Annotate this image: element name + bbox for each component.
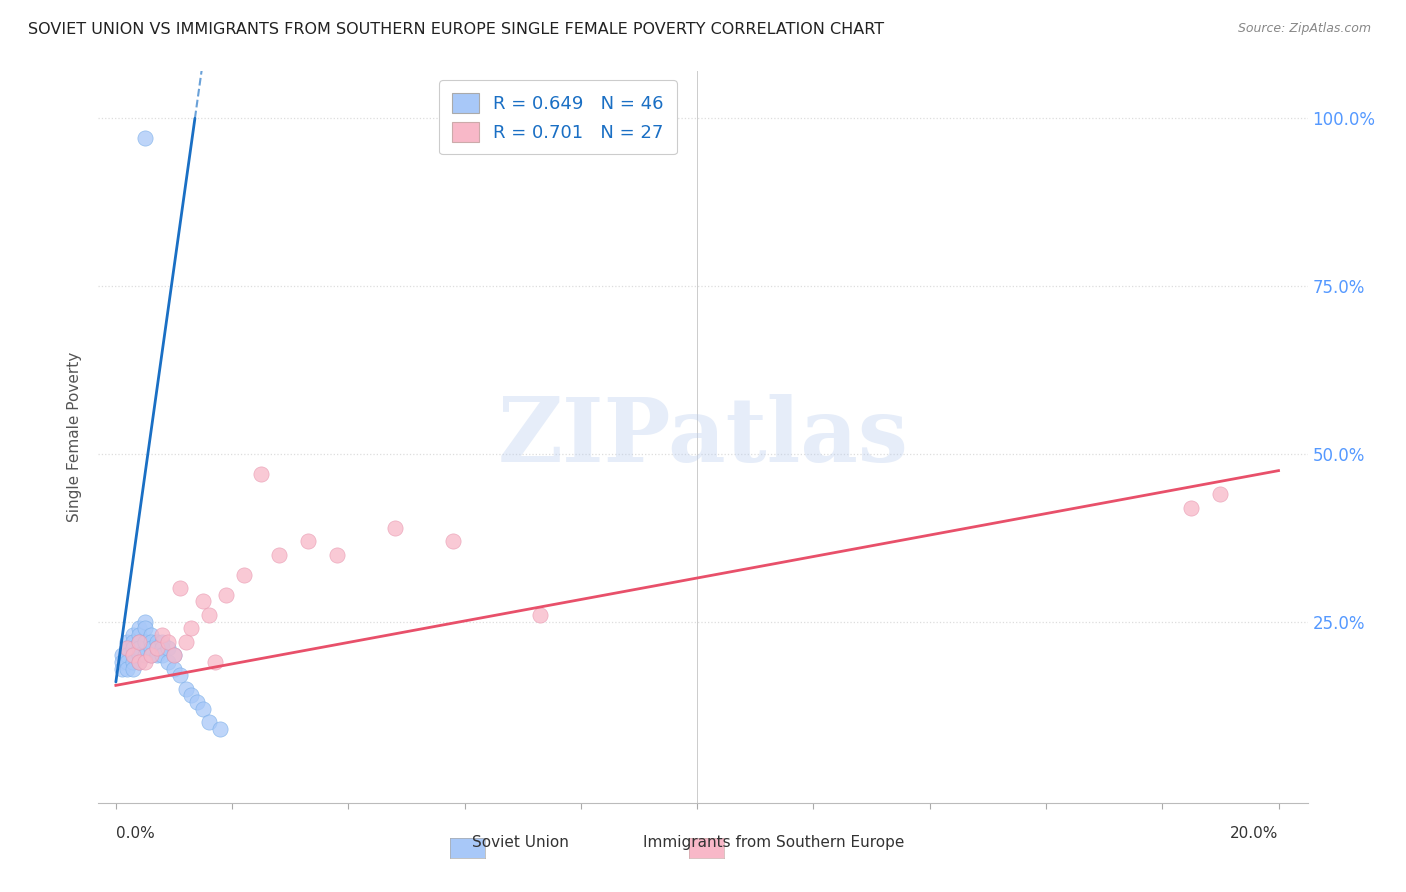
Point — [134, 634, 156, 648]
Point — [122, 628, 145, 642]
Point — [122, 648, 145, 662]
Point — [441, 534, 464, 549]
Point — [150, 641, 173, 656]
Point — [139, 641, 162, 656]
Point — [117, 634, 139, 648]
Y-axis label: Single Female Poverty: Single Female Poverty — [67, 352, 83, 522]
Point — [128, 634, 150, 648]
Point — [128, 621, 150, 635]
Point — [128, 655, 150, 669]
Point — [134, 131, 156, 145]
Point — [139, 648, 162, 662]
Point — [180, 621, 202, 635]
Point — [145, 641, 167, 656]
Point — [1209, 487, 1232, 501]
Point — [250, 467, 273, 481]
Point — [198, 715, 221, 730]
Text: 0.0%: 0.0% — [115, 826, 155, 841]
Point — [117, 648, 139, 662]
Point — [111, 662, 134, 676]
Point — [117, 662, 139, 676]
Point — [134, 655, 156, 669]
Point — [145, 634, 167, 648]
Point — [122, 662, 145, 676]
Point — [191, 702, 214, 716]
Point — [157, 655, 180, 669]
Point — [139, 628, 162, 642]
Point — [122, 655, 145, 669]
Point — [145, 641, 167, 656]
Text: Soviet Union: Soviet Union — [472, 836, 568, 850]
Point — [180, 689, 202, 703]
Point — [163, 648, 186, 662]
Point — [139, 648, 162, 662]
Point — [174, 681, 197, 696]
Text: ZIPatlas: ZIPatlas — [498, 393, 908, 481]
Point — [157, 634, 180, 648]
Point — [128, 655, 150, 669]
Point — [122, 641, 145, 656]
Point — [186, 695, 208, 709]
Text: Immigrants from Southern Europe: Immigrants from Southern Europe — [643, 836, 904, 850]
Point — [128, 641, 150, 656]
Point — [117, 655, 139, 669]
Point — [122, 648, 145, 662]
Legend: R = 0.649   N = 46, R = 0.701   N = 27: R = 0.649 N = 46, R = 0.701 N = 27 — [439, 80, 676, 154]
Point — [232, 567, 254, 582]
Point — [215, 588, 238, 602]
Point — [163, 662, 186, 676]
Point — [204, 655, 226, 669]
Point — [122, 634, 145, 648]
Point — [134, 621, 156, 635]
Point — [267, 548, 290, 562]
Text: 20.0%: 20.0% — [1230, 826, 1278, 841]
Text: Source: ZipAtlas.com: Source: ZipAtlas.com — [1237, 22, 1371, 36]
Point — [128, 628, 150, 642]
Point — [150, 648, 173, 662]
Point — [326, 548, 349, 562]
Point — [139, 634, 162, 648]
Point — [150, 628, 173, 642]
Point — [128, 634, 150, 648]
Point — [134, 615, 156, 629]
Point — [150, 634, 173, 648]
Point — [174, 634, 197, 648]
Point — [191, 594, 214, 608]
Point — [128, 648, 150, 662]
Point — [529, 607, 551, 622]
Point — [297, 534, 319, 549]
Point — [169, 581, 191, 595]
Point — [134, 648, 156, 662]
Point — [117, 641, 139, 656]
Point — [169, 668, 191, 682]
Point — [1180, 500, 1202, 515]
Point — [111, 655, 134, 669]
Text: SOVIET UNION VS IMMIGRANTS FROM SOUTHERN EUROPE SINGLE FEMALE POVERTY CORRELATIO: SOVIET UNION VS IMMIGRANTS FROM SOUTHERN… — [28, 22, 884, 37]
Point — [163, 648, 186, 662]
Point — [111, 648, 134, 662]
Point — [117, 641, 139, 656]
Point — [157, 641, 180, 656]
Point — [145, 648, 167, 662]
Point — [384, 521, 406, 535]
Point — [209, 722, 232, 736]
Point — [198, 607, 221, 622]
